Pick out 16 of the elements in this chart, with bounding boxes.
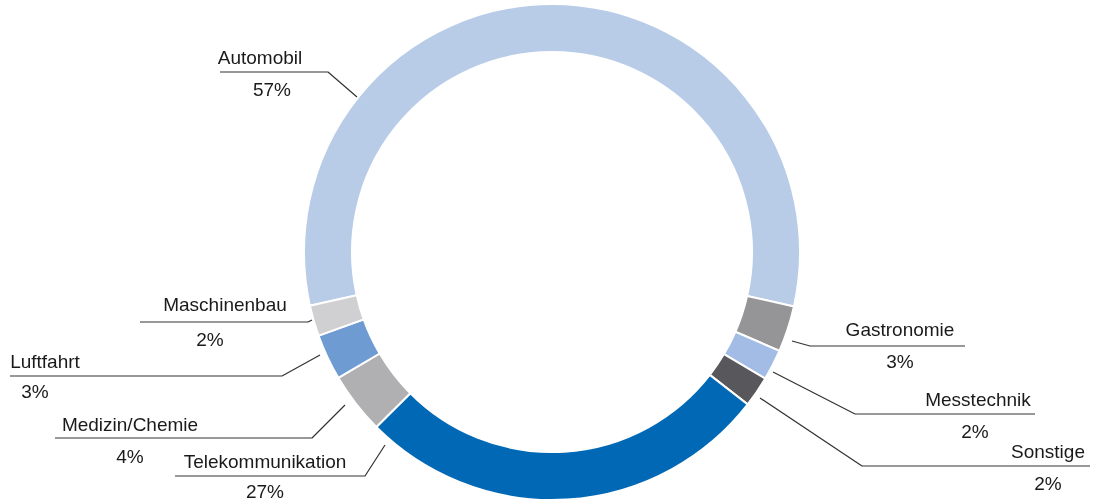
data-label: 27%	[245, 481, 285, 502]
data-label: 3%	[21, 381, 49, 402]
slice-label: Gastronomie	[845, 319, 955, 340]
data-label: 2%	[961, 421, 989, 442]
slice-label: Automobil	[217, 47, 303, 68]
data-label: 57%	[252, 79, 292, 100]
slice-label: Telekommunikation	[183, 451, 347, 472]
data-label: 3%	[886, 351, 914, 372]
data-label: 2%	[196, 329, 224, 350]
slice-label: Maschinenbau	[163, 294, 287, 315]
data-label: 4%	[116, 446, 144, 467]
slice-label: Luftfahrt	[10, 351, 81, 372]
slice-label: Messtechnik	[925, 389, 1032, 410]
slice-label: Medizin/Chemie	[61, 414, 199, 435]
data-label: 2%	[1034, 473, 1062, 494]
slice-label: Sonstige	[1011, 441, 1085, 462]
